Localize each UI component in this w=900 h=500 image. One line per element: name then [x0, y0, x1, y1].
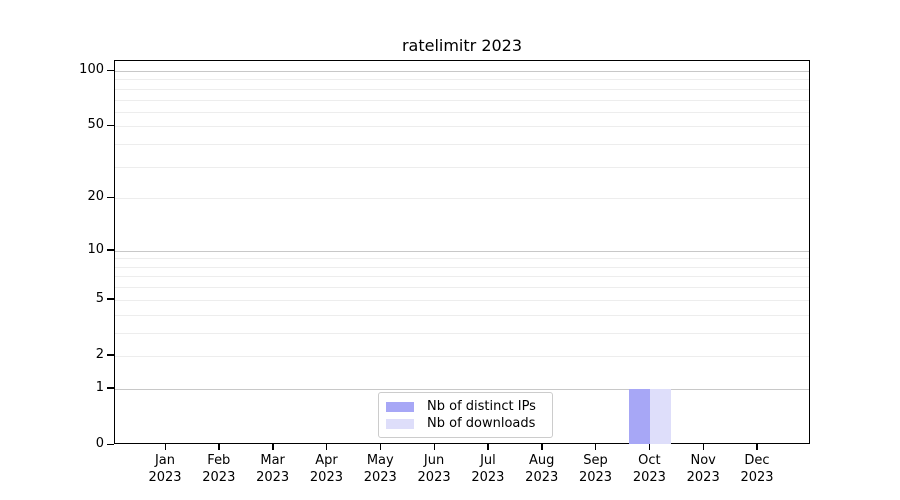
- major-gridline-10: [115, 250, 809, 252]
- minor-gridline-60: [115, 111, 809, 113]
- y-tick-label-100: 100: [79, 62, 104, 77]
- minor-gridline-6: [115, 287, 809, 289]
- y-tick-label-1: 1: [95, 379, 104, 395]
- y-tick-label-5: 5: [95, 290, 104, 306]
- x-tick-label-2: Mar 2023: [256, 453, 290, 485]
- minor-gridline-80: [115, 88, 809, 90]
- y-tick-50: [107, 124, 114, 127]
- legend-swatch-downloads: [386, 418, 414, 429]
- x-tick-7: [541, 444, 543, 450]
- y-tick-label-0: 0: [95, 436, 104, 451]
- x-tick-9: [648, 444, 651, 450]
- minor-gridline-90: [115, 79, 809, 81]
- minor-gridline-2: [115, 355, 809, 357]
- legend-label-downloads: Nb of downloads: [427, 416, 536, 431]
- y-tick-label-10: 10: [87, 241, 104, 257]
- x-tick-label-7: Aug 2023: [525, 453, 559, 485]
- x-tick-4: [379, 444, 382, 450]
- legend-swatch-distinct-ips: [386, 401, 414, 412]
- minor-gridline-30: [115, 166, 809, 168]
- legend-item-downloads: Nb of downloads: [386, 416, 544, 431]
- legend-label-distinct-ips: Nb of distinct IPs: [427, 399, 536, 414]
- y-tick-100: [107, 69, 114, 71]
- x-tick-label-0: Jan 2023: [148, 453, 182, 485]
- x-tick-8: [595, 444, 597, 450]
- minor-gridline-50: [115, 126, 809, 128]
- major-gridline-100: [115, 71, 809, 72]
- x-tick-0: [164, 444, 166, 450]
- y-tick-10: [107, 249, 114, 251]
- minor-gridline-4: [115, 314, 809, 316]
- legend: Nb of distinct IPs Nb of downloads: [378, 392, 553, 438]
- x-tick-10: [702, 444, 705, 450]
- y-tick-label-20: 20: [87, 189, 104, 205]
- x-tick-label-10: Nov 2023: [686, 453, 720, 485]
- y-tick-5: [107, 298, 114, 300]
- x-tick-3: [325, 444, 328, 450]
- x-tick-label-6: Jul 2023: [471, 453, 505, 485]
- y-tick-label-2: 2: [95, 346, 104, 362]
- y-tick-label-50: 50: [87, 117, 104, 133]
- x-tick-label-1: Feb 2023: [202, 453, 236, 485]
- minor-gridline-9: [115, 258, 809, 260]
- minor-gridline-5: [115, 299, 809, 301]
- bar-downloads-oct-2023: [650, 388, 672, 444]
- major-gridline-1: [115, 388, 809, 390]
- y-tick-2: [107, 354, 114, 356]
- x-tick-5: [433, 444, 435, 450]
- x-tick-label-8: Sep 2023: [578, 453, 613, 485]
- x-tick-label-11: Dec 2023: [740, 453, 774, 485]
- plot-area: Nb of distinct IPs Nb of downloads: [114, 60, 810, 444]
- y-tick-1: [107, 387, 114, 389]
- minor-gridline-20: [115, 198, 809, 200]
- x-tick-label-9: Oct 2023: [632, 453, 666, 485]
- minor-gridline-40: [115, 144, 809, 146]
- bar-distinct-ips-oct-2023: [629, 388, 651, 444]
- minor-gridline-70: [115, 99, 809, 101]
- x-tick-label-4: May 2023: [363, 453, 397, 485]
- x-tick-label-3: Apr 2023: [309, 453, 343, 485]
- x-tick-6: [487, 444, 489, 450]
- x-tick-1: [218, 444, 220, 450]
- y-tick-20: [107, 196, 114, 199]
- minor-gridline-7: [115, 276, 809, 278]
- x-tick-label-5: Jun 2023: [417, 453, 451, 485]
- chart-title: ratelimitr 2023: [401, 36, 523, 55]
- legend-item-distinct-ips: Nb of distinct IPs: [386, 399, 544, 414]
- x-tick-11: [756, 444, 758, 450]
- minor-gridline-8: [115, 266, 809, 268]
- y-tick-0: [107, 443, 114, 445]
- minor-gridline-3: [115, 332, 809, 334]
- x-tick-2: [272, 444, 274, 450]
